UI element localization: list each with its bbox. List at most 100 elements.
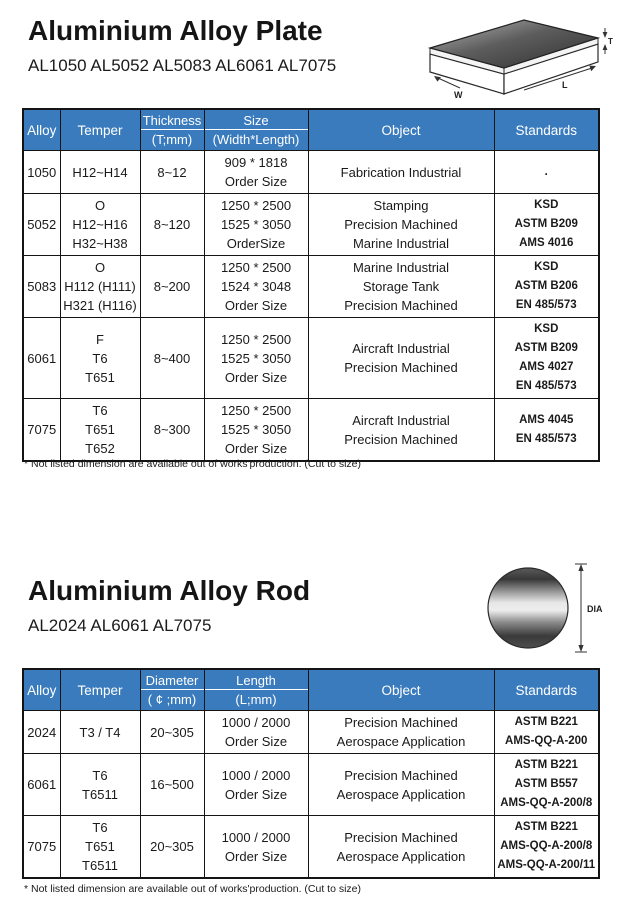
- standards-cell: ASTM B221 AMS-QQ-A-200: [493, 710, 600, 754]
- temper-cell: T3 / T4: [59, 710, 141, 754]
- plate-section-title: Aluminium Alloy Plate: [28, 15, 323, 46]
- cell-line: Storage Tank: [362, 279, 440, 294]
- standards-cell: ASTM B221 ASTM B557 AMS-QQ-A-200/8: [493, 753, 600, 816]
- cell-line: 8~200: [153, 279, 191, 294]
- cell-line: 1000 / 2000: [221, 767, 291, 783]
- col-header-diameter: Diameter ( ¢ ;mm): [139, 668, 205, 711]
- cell-line: H12~H16: [72, 217, 128, 232]
- cell-line: Order Size: [224, 174, 288, 189]
- cell-line: 20~305: [150, 839, 194, 854]
- cell-line: 1525 * 3050: [220, 350, 292, 366]
- cell-line: T651: [85, 422, 115, 437]
- cell-line: ASTM B221: [514, 716, 578, 728]
- cell-line: Aircraft Industrial: [352, 412, 450, 428]
- cell-line: AMS 4045: [519, 413, 574, 426]
- diameter-cell: 16~500: [139, 753, 205, 816]
- cell-line: 1525 * 3050: [220, 217, 292, 232]
- cell-line: Aerospace Application: [336, 848, 466, 864]
- cell-line: F: [96, 331, 104, 347]
- plate-width-label: W: [454, 90, 463, 100]
- cell-line: 1000 / 2000: [221, 715, 291, 730]
- object-cell: Precision Machined Aerospace Application: [307, 753, 495, 816]
- table-row: 2024 T3 / T4 20~305 1000 / 2000 Order Size Pr…: [22, 710, 600, 754]
- cell-line: 5083: [27, 279, 57, 294]
- cell-line: 909 * 1818: [224, 155, 288, 170]
- plate-length-label: L: [562, 80, 568, 90]
- cell-line: 8~400: [153, 350, 191, 366]
- cell-line: 6061: [27, 350, 57, 366]
- cell-line: Precision Machined: [344, 217, 458, 232]
- cell-line: 1250 * 2500: [220, 198, 292, 213]
- rod-cross-section: [487, 567, 569, 649]
- size-cell: 1250 * 2500 1524 * 3048 Order Size: [203, 255, 309, 318]
- col-header-object: Object: [307, 668, 495, 711]
- table-row: 6061 T6 T6511 16~500 1000 / 2000 Order Size Pr…: [22, 753, 600, 816]
- cell-line: 7075: [27, 839, 57, 854]
- cell-line: 2024: [27, 724, 57, 740]
- cell-line: T6: [92, 350, 108, 366]
- temper-cell: T6 T651 T6511: [59, 815, 141, 879]
- standards-cell: KSD ASTM B209 AMS 4027 EN 485/573: [493, 317, 600, 399]
- alloy-cell: 1050: [22, 150, 61, 194]
- cell-line: EN 485/573: [515, 380, 577, 392]
- table-row: 5052 O H12~H16 H32~H38 8~120 1250 * 2500 1525 …: [22, 193, 600, 256]
- cell-line: 7075: [27, 422, 57, 437]
- col-header-standards: Standards: [493, 668, 600, 711]
- cell-line: Aircraft Industrial: [352, 341, 450, 356]
- size-cell: 1250 * 2500 1525 * 3050 Order Size: [203, 398, 309, 462]
- cell-line: T6511: [82, 786, 118, 802]
- col-header-temper: Temper: [59, 108, 141, 151]
- rod-diameter-label: DIA: [587, 604, 603, 614]
- cell-line: Order Size: [224, 848, 288, 864]
- size-cell: 1250 * 2500 1525 * 3050 OrderSize: [203, 193, 309, 256]
- cell-line: H112 (H111): [64, 279, 136, 294]
- object-cell: Aircraft Industrial Precision Machined: [307, 317, 495, 399]
- cell-line: Order Size: [224, 369, 288, 385]
- cell-line: 8~12: [157, 164, 187, 180]
- col-header-alloy: Alloy: [22, 668, 61, 711]
- alloy-cell: 5052: [22, 193, 61, 256]
- alloy-cell: 7075: [22, 398, 61, 462]
- cell-line: 1050: [27, 164, 57, 180]
- cell-line: EN 485/573: [515, 432, 577, 445]
- cell-line: OrderSize: [226, 236, 286, 251]
- plate-table: Alloy Temper Thickness (T;mm) Size (Widt…: [22, 108, 600, 462]
- size-cell: 909 * 1818 Order Size: [203, 150, 309, 194]
- cell-line: ASTM B206: [514, 280, 578, 292]
- standards-cell: KSD ASTM B206 EN 485/573: [493, 255, 600, 318]
- size-cell: 1250 * 2500 1525 * 3050 Order Size: [203, 317, 309, 399]
- alloy-cell: 2024: [22, 710, 61, 754]
- thickness-cell: 8~200: [139, 255, 205, 318]
- length-cell: 1000 / 2000 Order Size: [203, 815, 309, 879]
- cell-line: KSD: [534, 261, 559, 273]
- cell-line: 16~500: [150, 777, 194, 792]
- cell-line: Precision Machined: [344, 829, 458, 845]
- object-cell: Stamping Precision Machined Marine Industr…: [307, 193, 495, 256]
- object-cell: Precision Machined Aerospace Application: [307, 815, 495, 879]
- cell-line: 1250 * 2500: [220, 331, 292, 347]
- temper-cell: T6 T6511: [59, 753, 141, 816]
- col-header-temper: Temper: [59, 668, 141, 711]
- cell-line: ASTM B221: [514, 759, 578, 771]
- plate-section-subtitle: AL1050 AL5052 AL5083 AL6061 AL7075: [28, 56, 337, 75]
- rod-title-block: Aluminium Alloy Rod AL2024 AL6061 AL7075: [28, 574, 310, 637]
- cell-line: 5052: [27, 217, 57, 232]
- cell-line: T651: [85, 839, 115, 854]
- standards-cell: AMS 4045 EN 485/573: [493, 398, 600, 462]
- col-header-length: Length (L;mm): [203, 668, 309, 711]
- cell-line: H32~H38: [72, 236, 128, 251]
- rod-footnote: * Not listed dimension are available out…: [24, 883, 361, 895]
- cell-line: Order Size: [224, 298, 288, 313]
- cell-line: AMS 4016: [519, 237, 574, 249]
- cell-line: .: [544, 165, 548, 178]
- cell-line: ASTM B221: [514, 821, 578, 833]
- temper-cell: O H112 (H111) H321 (H116): [59, 255, 141, 318]
- cell-line: T6: [92, 767, 108, 783]
- alloy-cell: 5083: [22, 255, 61, 318]
- col-header-alloy: Alloy: [22, 108, 61, 151]
- alloy-cell: 6061: [22, 753, 61, 816]
- cell-line: Stamping: [373, 198, 429, 213]
- rod-table: Alloy Temper Diameter ( ¢ ;mm) Length (L…: [22, 668, 600, 879]
- rod-diagram: DIA: [487, 563, 603, 653]
- cell-line: AMS-QQ-A-200/8: [500, 840, 593, 852]
